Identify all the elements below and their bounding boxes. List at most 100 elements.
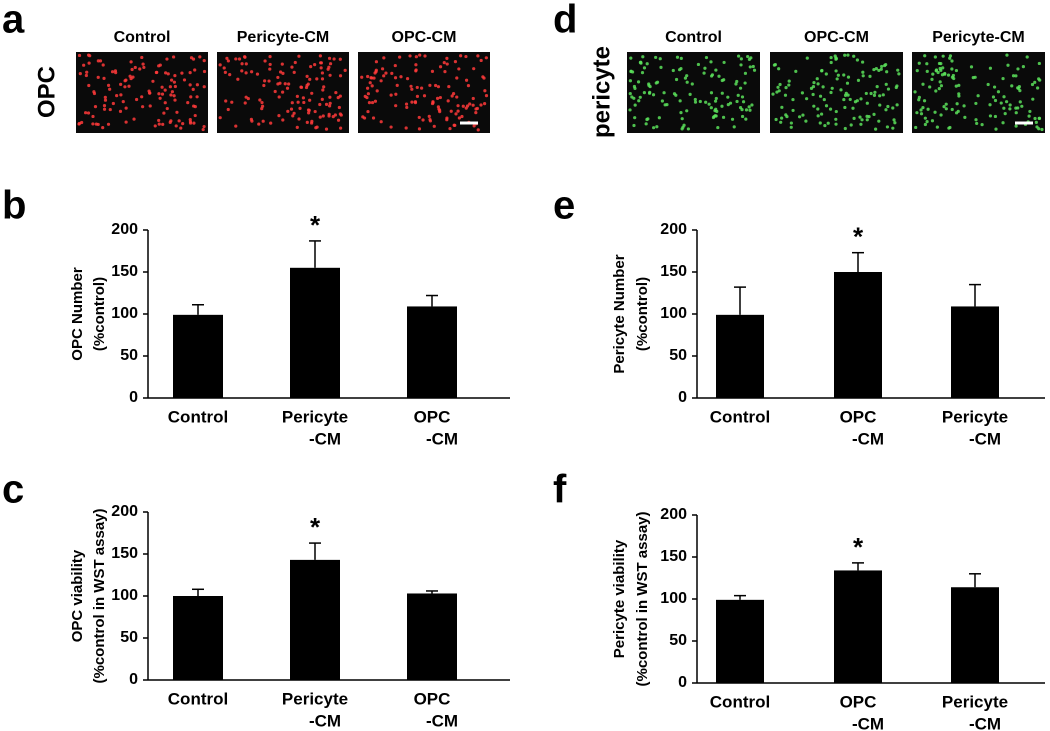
cell: [327, 65, 331, 69]
image-title: OPC-CM: [392, 29, 457, 46]
y-axis-label: (%control in WST assay): [634, 511, 651, 686]
error-bar: [426, 294, 438, 307]
cell: [404, 102, 409, 106]
cell: [776, 85, 780, 89]
cell: [868, 74, 872, 78]
cell: [1004, 100, 1009, 104]
cell: [328, 101, 332, 105]
cell: [281, 71, 285, 75]
x-tick-label: -CM: [309, 429, 341, 448]
cell: [281, 90, 285, 94]
cell: [780, 105, 784, 109]
cell: [690, 82, 694, 86]
cell: [1018, 100, 1022, 104]
cell: [1014, 74, 1018, 78]
y-tick-label: 100: [111, 305, 138, 322]
cell: [632, 123, 636, 128]
cell: [133, 65, 137, 70]
image-title: Control: [114, 29, 171, 46]
cell: [77, 53, 82, 58]
error-bar: [192, 304, 204, 315]
cell: [834, 69, 838, 73]
cell: [962, 104, 966, 108]
cell: [894, 85, 898, 90]
cell: [405, 105, 409, 110]
cell: [457, 67, 461, 71]
cell: [437, 107, 441, 111]
cell: [884, 108, 888, 112]
cell: [414, 63, 418, 67]
cell: [389, 125, 393, 129]
cell: [821, 85, 825, 89]
cell: [237, 57, 242, 61]
cell: [230, 100, 234, 104]
cell: [816, 82, 820, 86]
cell: [774, 117, 778, 122]
cell: [919, 108, 923, 112]
cell: [320, 71, 325, 75]
cell: [674, 77, 679, 82]
cell: [1011, 74, 1016, 78]
cell: [860, 118, 864, 122]
cell: [319, 66, 323, 70]
cell: [86, 111, 91, 115]
cell: [431, 100, 435, 105]
cell: [633, 103, 637, 107]
cell: [882, 63, 887, 68]
cell: [343, 68, 347, 73]
cell: [834, 117, 838, 121]
cell: [950, 59, 954, 63]
cell: [842, 97, 846, 102]
x-tick-label: Control: [710, 692, 770, 711]
cell: [772, 63, 776, 67]
cell: [92, 90, 96, 94]
cell: [328, 73, 332, 77]
cell: [1001, 76, 1005, 81]
cell: [675, 55, 680, 59]
cell: [179, 126, 183, 130]
x-tick-label: -CM: [969, 714, 1001, 731]
cell: [319, 61, 323, 65]
cell: [263, 79, 267, 83]
cell: [244, 71, 248, 75]
y-axis-label: (%control): [91, 277, 108, 351]
cell: [744, 117, 748, 121]
cell: [1030, 82, 1035, 87]
cell: [633, 116, 637, 120]
cell: [436, 85, 441, 89]
cell: [828, 107, 833, 111]
cell: [816, 114, 820, 118]
error-bar: [969, 283, 981, 307]
cell: [939, 113, 943, 117]
cell: [976, 94, 980, 98]
cell: [720, 104, 724, 108]
cell: [432, 124, 436, 128]
significance-marker: *: [853, 532, 864, 562]
cell: [337, 105, 341, 110]
cell: [993, 114, 998, 119]
cell: [726, 95, 730, 99]
cell: [464, 78, 469, 82]
cell: [464, 54, 468, 59]
cell: [628, 91, 632, 96]
cell: [638, 95, 642, 99]
cell: [739, 57, 743, 61]
cell: [930, 119, 935, 123]
cell: [955, 102, 959, 106]
cell: [96, 75, 100, 79]
cell: [244, 62, 248, 66]
cell: [366, 109, 370, 114]
cell: [405, 77, 410, 81]
cell: [414, 55, 418, 59]
cell: [123, 85, 127, 89]
cell: [829, 90, 833, 95]
cell: [721, 115, 726, 119]
cell: [328, 104, 332, 108]
cell: [897, 72, 901, 76]
cell: [286, 109, 290, 113]
cell: [295, 94, 299, 98]
cell: [823, 123, 827, 128]
cell: [941, 54, 945, 58]
cell: [878, 94, 882, 98]
cell: [665, 103, 669, 107]
